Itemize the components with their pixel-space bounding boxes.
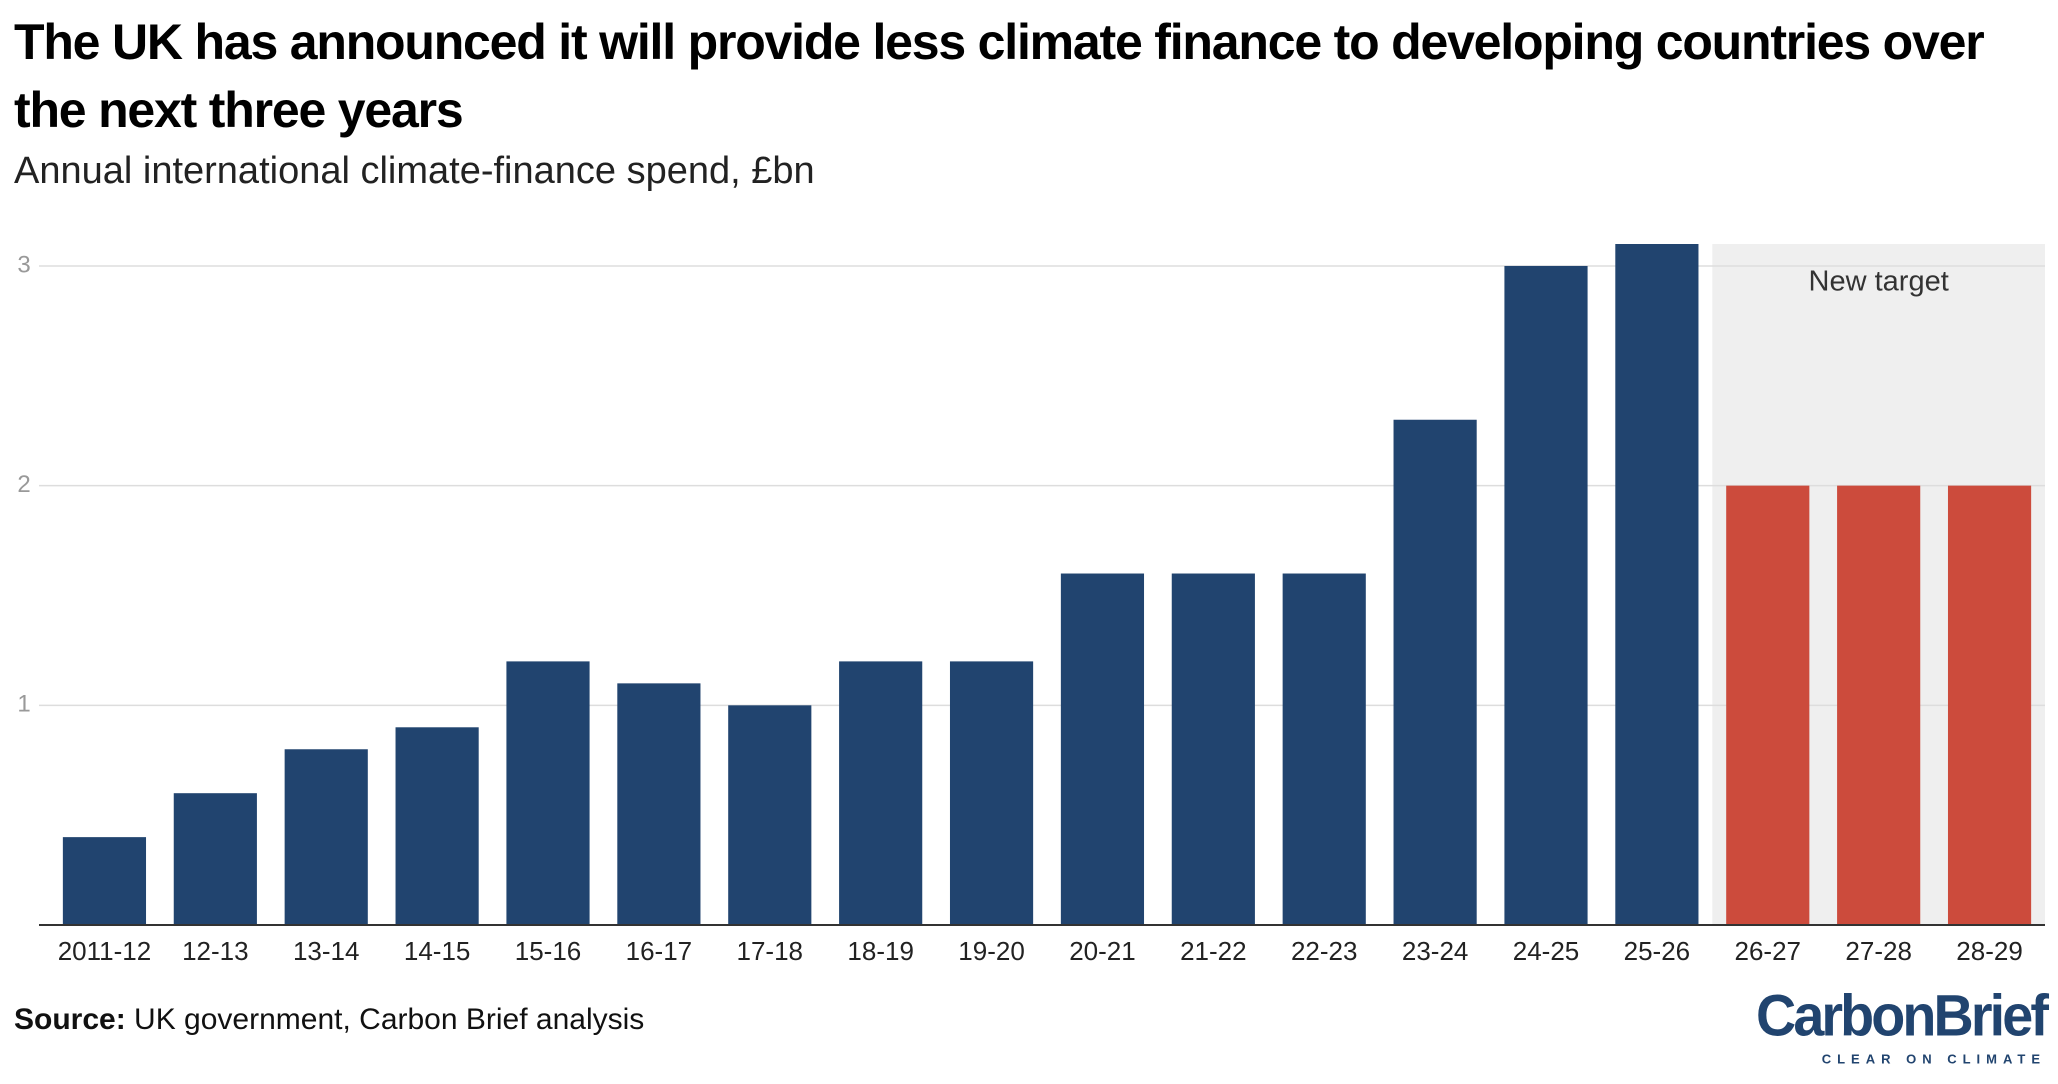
x-tick-label: 17-18 <box>737 936 804 966</box>
bar <box>62 837 147 925</box>
y-tick-label: 3 <box>17 251 30 278</box>
x-tick-label: 23-24 <box>1402 936 1469 966</box>
logo-name: CarbonBrief <box>1756 983 2050 1048</box>
x-tick-label: 19-20 <box>958 936 1025 966</box>
bar <box>395 727 479 925</box>
bar <box>1615 244 1699 925</box>
bar <box>728 705 812 925</box>
source-label: Source: <box>14 1003 126 1036</box>
x-tick-label: 15-16 <box>515 936 582 966</box>
bar <box>1393 419 1477 925</box>
x-tick-label: 18-19 <box>847 936 914 966</box>
bar <box>1282 573 1366 925</box>
bar <box>284 749 368 925</box>
bar <box>1171 573 1255 925</box>
x-tick-label: 24-25 <box>1513 936 1580 966</box>
annotation: New target <box>1809 266 1949 298</box>
bar <box>1060 573 1145 925</box>
x-tick-label: 20-21 <box>1069 936 1136 966</box>
x-tick-label: 28-29 <box>1956 936 2023 966</box>
y-tick-label: 1 <box>17 691 30 718</box>
x-tick-label: 2011-12 <box>58 936 152 966</box>
x-tick-label: 26-27 <box>1735 936 1802 966</box>
x-tick-label: 21-22 <box>1180 936 1247 966</box>
x-tick-label: 22-23 <box>1291 936 1358 966</box>
y-tick-label: 2 <box>17 471 30 498</box>
bar <box>949 661 1034 925</box>
x-tick-label: 12-13 <box>182 936 249 966</box>
x-tick-label: 16-17 <box>626 936 693 966</box>
x-tick-label: 27-28 <box>1845 936 1912 966</box>
bar <box>1726 485 1810 925</box>
x-tick-label: 25-26 <box>1624 936 1691 966</box>
source-text: UK government, Carbon Brief analysis <box>134 1003 645 1036</box>
bar <box>506 661 590 925</box>
x-tick-label: 13-14 <box>293 936 360 966</box>
bar <box>1947 485 2032 925</box>
logo-tagline: CLEAR ON CLIMATE <box>1822 1051 2046 1066</box>
bar <box>839 661 923 925</box>
chart-title: The UK has announced it will provide les… <box>14 14 1985 138</box>
chart-subtitle: Annual international climate-finance spe… <box>14 150 815 192</box>
x-tick-label: 14-15 <box>404 936 471 966</box>
bar <box>617 683 701 925</box>
bar <box>1837 485 1921 925</box>
bar <box>1504 265 1588 925</box>
bar <box>173 793 257 925</box>
source: Source: UK government, Carbon Brief anal… <box>14 1003 644 1037</box>
